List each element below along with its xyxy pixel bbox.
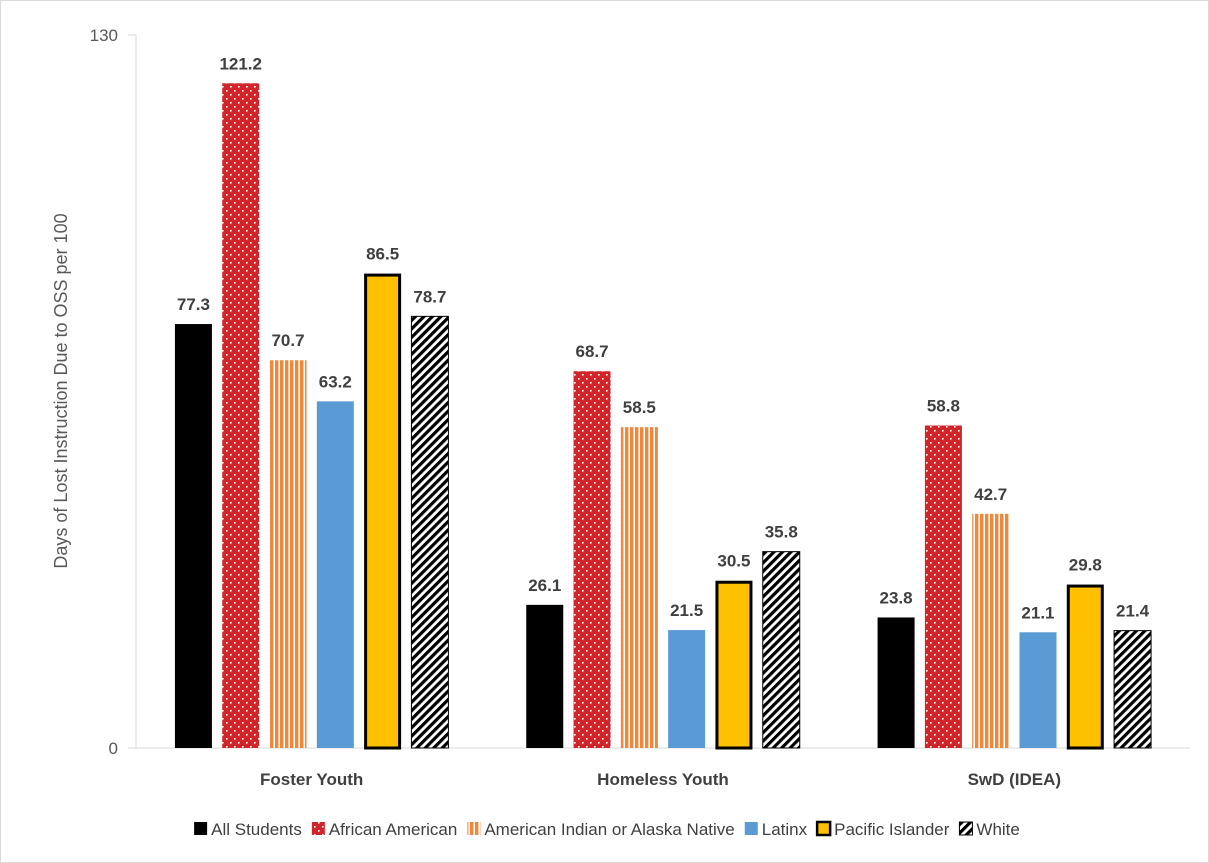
data-label: 23.8 xyxy=(880,588,913,607)
legend: All Students African American American Ind… xyxy=(194,820,1020,839)
data-label: 26.1 xyxy=(528,576,561,595)
bar xyxy=(316,401,354,748)
y-tick-label: 0 xyxy=(109,739,118,758)
bar xyxy=(620,427,658,748)
legend-swatch xyxy=(467,822,481,835)
data-label: 63.2 xyxy=(319,372,352,391)
data-label: 21.1 xyxy=(1021,603,1054,622)
bar xyxy=(668,630,706,748)
legend-swatch xyxy=(744,822,758,835)
legend-label: African American xyxy=(329,820,458,839)
bar xyxy=(762,551,801,749)
data-label: 42.7 xyxy=(974,485,1007,504)
data-label: 86.5 xyxy=(366,245,399,264)
data-label: 35.8 xyxy=(765,523,798,542)
data-label: 21.4 xyxy=(1116,602,1150,621)
data-label: 78.7 xyxy=(413,287,446,306)
legend-label: American Indian or Alaska Native xyxy=(484,820,734,839)
y-tick-label: 130 xyxy=(90,26,118,45)
bar xyxy=(1113,630,1152,749)
data-labels-group: 77.3 121.2 70.7 63.2 86.5 78.7 26.1 68.7 58.5 21.… xyxy=(177,54,1150,622)
legend-label: Pacific Islander xyxy=(834,820,950,839)
category-label: Homeless Youth xyxy=(597,770,729,789)
bar xyxy=(526,604,564,748)
bar xyxy=(924,425,962,748)
data-label: 30.5 xyxy=(717,552,750,571)
bar xyxy=(410,315,449,749)
bar xyxy=(1019,632,1057,748)
bar xyxy=(972,513,1010,748)
y-axis-title: Days of Lost Instruction Due to OSS per … xyxy=(51,213,71,568)
bar xyxy=(1066,584,1104,750)
legend-swatch xyxy=(958,821,973,836)
category-label: SwD (IDEA) xyxy=(968,770,1062,789)
legend-swatch xyxy=(194,822,208,835)
data-label: 58.5 xyxy=(623,398,656,417)
bar xyxy=(715,580,753,750)
bar xyxy=(877,617,915,748)
data-label: 68.7 xyxy=(576,342,609,361)
legend-label: Latinx xyxy=(762,820,808,839)
data-label: 21.5 xyxy=(670,601,703,620)
data-label: 29.8 xyxy=(1069,556,1102,575)
bar xyxy=(573,371,611,748)
legend-swatch xyxy=(815,820,832,837)
data-label: 58.8 xyxy=(927,397,960,416)
legend-label: White xyxy=(976,820,1019,839)
data-label: 70.7 xyxy=(271,331,304,350)
bar xyxy=(364,273,402,750)
data-label: 77.3 xyxy=(177,295,210,314)
data-label: 121.2 xyxy=(219,54,262,73)
bars-group xyxy=(174,83,1152,750)
bar xyxy=(222,83,260,748)
bar xyxy=(174,324,212,748)
y-ticks: 0 130 xyxy=(90,26,136,758)
legend-swatch xyxy=(311,822,325,835)
category-label: Foster Youth xyxy=(260,770,363,789)
category-labels-group: Foster Youth Homeless Youth SwD (IDEA) xyxy=(260,770,1061,789)
legend-label: All Students xyxy=(211,820,302,839)
bar xyxy=(269,360,307,748)
